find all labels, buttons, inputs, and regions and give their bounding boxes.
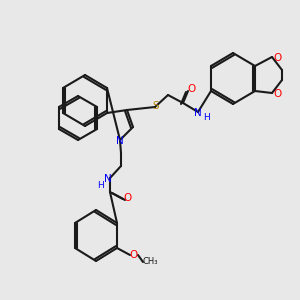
Text: S: S [153, 101, 159, 111]
Text: O: O [124, 193, 132, 203]
Text: O: O [273, 53, 281, 63]
Text: N: N [104, 174, 112, 184]
Text: O: O [188, 84, 196, 94]
Text: O: O [273, 89, 281, 99]
Text: N: N [116, 136, 124, 146]
Text: O: O [130, 250, 138, 260]
Text: N: N [194, 108, 202, 118]
Text: CH₃: CH₃ [142, 257, 158, 266]
Text: H: H [98, 181, 104, 190]
Text: H: H [202, 113, 209, 122]
